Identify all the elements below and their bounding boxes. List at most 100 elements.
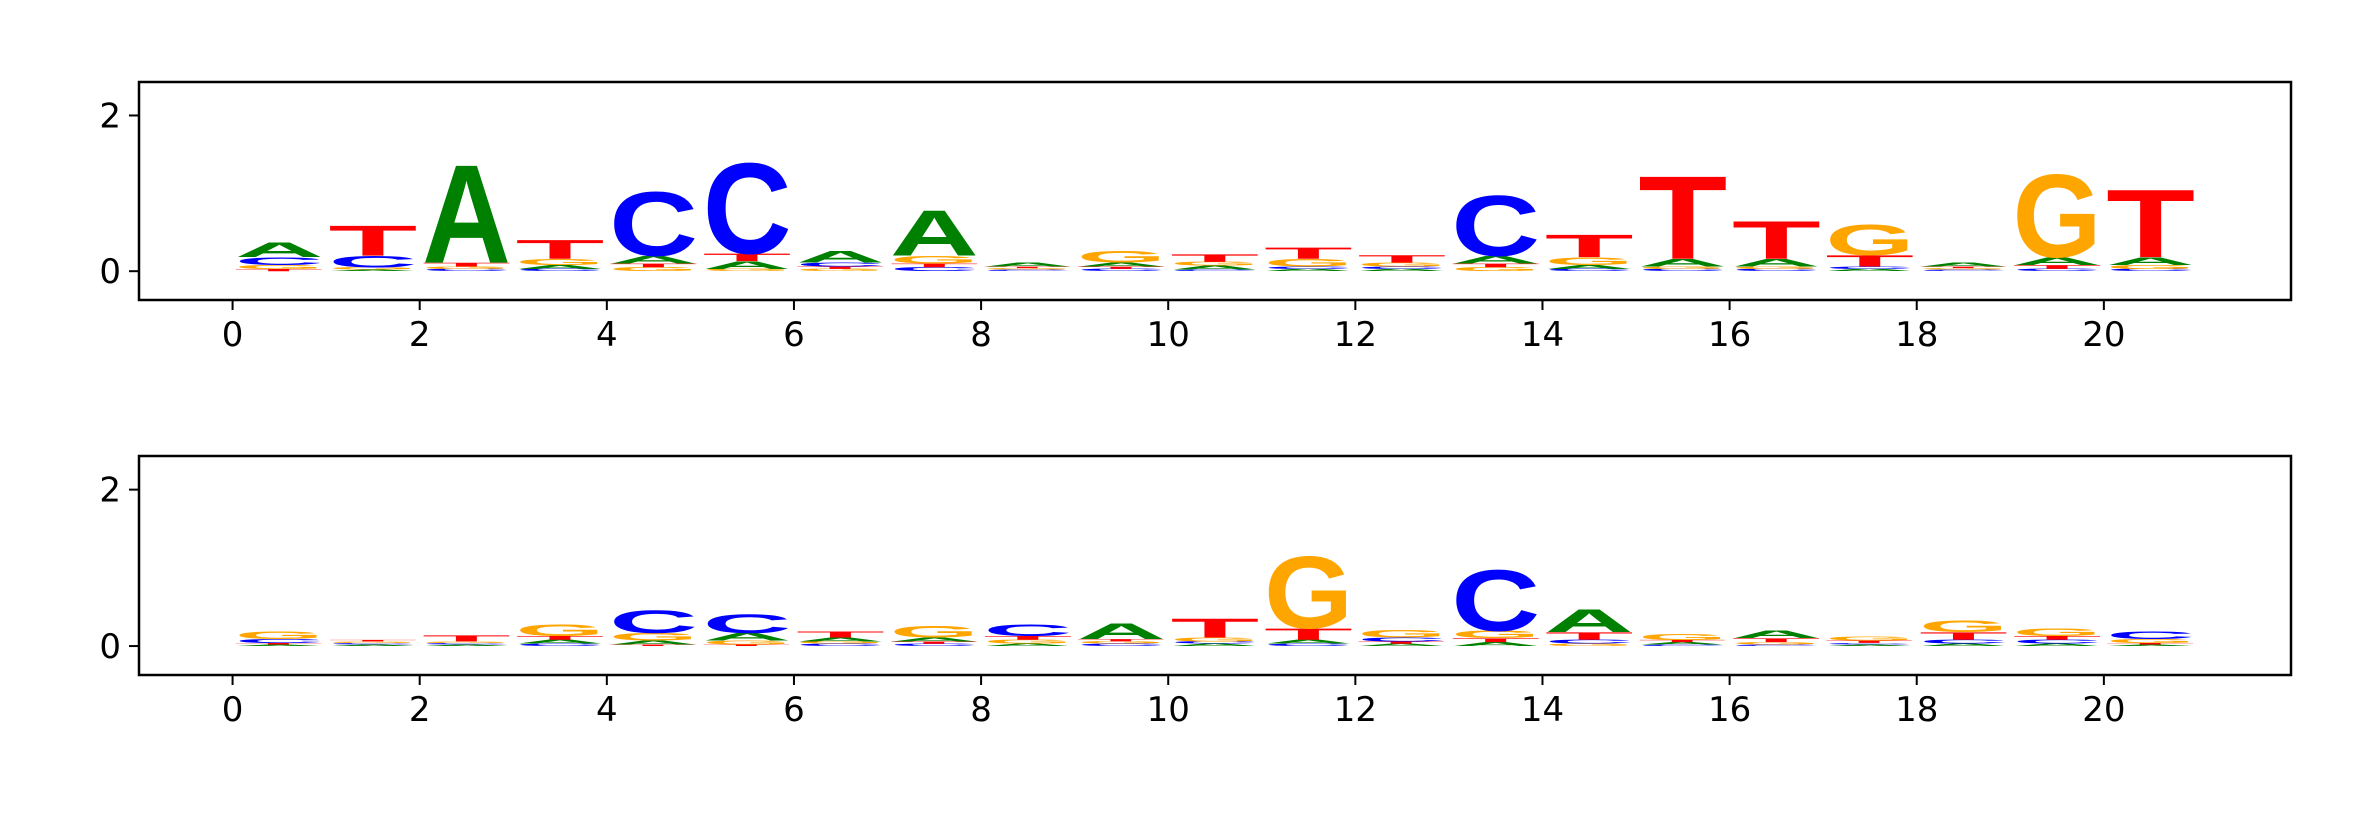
letter: T bbox=[516, 235, 607, 265]
letter: C bbox=[796, 263, 887, 269]
letter: G bbox=[1545, 256, 1634, 268]
x-tick-label: 18 bbox=[1895, 690, 1938, 730]
letter: T bbox=[1264, 626, 1353, 644]
letter: G bbox=[983, 269, 1088, 271]
letter: G bbox=[1171, 637, 1260, 643]
letter: G bbox=[2013, 627, 2102, 639]
letter: T bbox=[2013, 265, 2121, 271]
letter: G bbox=[1358, 263, 1447, 269]
letter: G bbox=[703, 268, 808, 272]
letter: T bbox=[796, 629, 896, 639]
x-tick-label: 12 bbox=[1334, 315, 1377, 355]
x-tick-label: 0 bbox=[222, 315, 244, 355]
letter: G bbox=[796, 268, 901, 272]
letter: A bbox=[1171, 643, 1284, 647]
letter: A bbox=[2013, 643, 2126, 647]
letter: C bbox=[1451, 552, 1540, 649]
letter: T bbox=[2106, 643, 2240, 645]
letter: G bbox=[1264, 258, 1353, 270]
letter: C bbox=[609, 604, 698, 640]
letter: T bbox=[235, 643, 369, 645]
letter: G bbox=[2013, 150, 2102, 283]
letter: G bbox=[2106, 639, 2195, 645]
x-tick-label: 2 bbox=[409, 690, 431, 730]
y-tick-label: 0 bbox=[99, 627, 121, 667]
letter: T bbox=[890, 641, 979, 645]
letter: A bbox=[516, 640, 607, 646]
letter: G bbox=[1264, 535, 1353, 650]
x-tick-label: 4 bbox=[596, 315, 618, 355]
letter: A bbox=[1732, 629, 1823, 641]
letter: T bbox=[516, 636, 623, 642]
letter: C bbox=[890, 643, 1003, 647]
x-tick-label: 10 bbox=[1147, 315, 1190, 355]
x-tick-label: 16 bbox=[1708, 690, 1751, 730]
letter: C bbox=[1638, 645, 1752, 647]
x-tick-label: 14 bbox=[1521, 315, 1564, 355]
letter: G bbox=[1077, 641, 1182, 645]
letter: A bbox=[1451, 642, 1542, 648]
letter: C bbox=[796, 643, 909, 647]
letter: T bbox=[2013, 636, 2120, 642]
letter: G bbox=[2106, 265, 2195, 271]
logo-panel: ATCGACGTACGTCATGTAGCTGACCGATCTAGAGTCCGTA… bbox=[235, 535, 2240, 650]
letter: C bbox=[1732, 268, 1846, 272]
letter: T bbox=[1732, 638, 1839, 644]
letter: C bbox=[1826, 643, 1940, 645]
letter: G bbox=[1638, 632, 1730, 642]
letter: C bbox=[2013, 268, 2127, 272]
letter: T bbox=[796, 266, 886, 270]
letter: C bbox=[422, 643, 536, 645]
letter: A bbox=[2013, 256, 2104, 268]
letter: A bbox=[1545, 603, 1634, 639]
letter: A bbox=[422, 644, 536, 647]
letter: A bbox=[516, 265, 607, 271]
y-tick-label: 0 bbox=[99, 252, 121, 292]
letter: C bbox=[983, 270, 1097, 272]
letter: A bbox=[235, 644, 349, 647]
letter: T bbox=[328, 218, 417, 266]
letter: T bbox=[1826, 253, 1916, 271]
letter: C bbox=[703, 137, 792, 281]
letter: T bbox=[1545, 631, 1639, 643]
letter: A bbox=[1919, 263, 2010, 269]
letter: G bbox=[235, 265, 324, 271]
x-tick-label: 20 bbox=[2082, 690, 2125, 730]
letter: G bbox=[703, 640, 792, 646]
letter: C bbox=[1826, 266, 1940, 270]
letter: G bbox=[1638, 266, 1743, 270]
letter: T bbox=[1171, 253, 1265, 265]
letter: T bbox=[1732, 211, 1821, 271]
letter: A bbox=[1451, 254, 1542, 266]
letter: C bbox=[703, 608, 792, 639]
letter: T bbox=[1826, 640, 1915, 644]
letter: G bbox=[983, 640, 1072, 646]
letter: C bbox=[1358, 637, 1449, 643]
letter: G bbox=[1732, 266, 1837, 270]
letter: A bbox=[1826, 268, 1940, 272]
letter: C bbox=[1545, 268, 1659, 272]
x-tick-label: 16 bbox=[1708, 315, 1751, 355]
letter: T bbox=[1077, 266, 1167, 270]
letter: G bbox=[1826, 217, 1915, 265]
letter: G bbox=[609, 267, 698, 273]
letter: T bbox=[422, 633, 522, 643]
letter: A bbox=[1826, 644, 1940, 647]
letter: A bbox=[1171, 266, 1262, 272]
letter: C bbox=[1171, 270, 1285, 272]
letter: A bbox=[1264, 640, 1355, 646]
letter: C bbox=[1171, 641, 1284, 645]
letter: A bbox=[2106, 256, 2197, 268]
letter: C bbox=[1638, 268, 1752, 272]
letter: G bbox=[796, 641, 901, 645]
letter: C bbox=[983, 622, 1074, 640]
axes-frame bbox=[137, 80, 2293, 302]
letter: G bbox=[609, 632, 698, 644]
letter: G bbox=[1826, 637, 1915, 643]
letter: T bbox=[609, 263, 717, 269]
letter: C bbox=[1358, 266, 1472, 270]
letter: G bbox=[422, 266, 527, 270]
x-tick-label: 12 bbox=[1334, 690, 1377, 730]
x-tick-label: 0 bbox=[222, 690, 244, 730]
letter: A bbox=[1919, 643, 2032, 647]
